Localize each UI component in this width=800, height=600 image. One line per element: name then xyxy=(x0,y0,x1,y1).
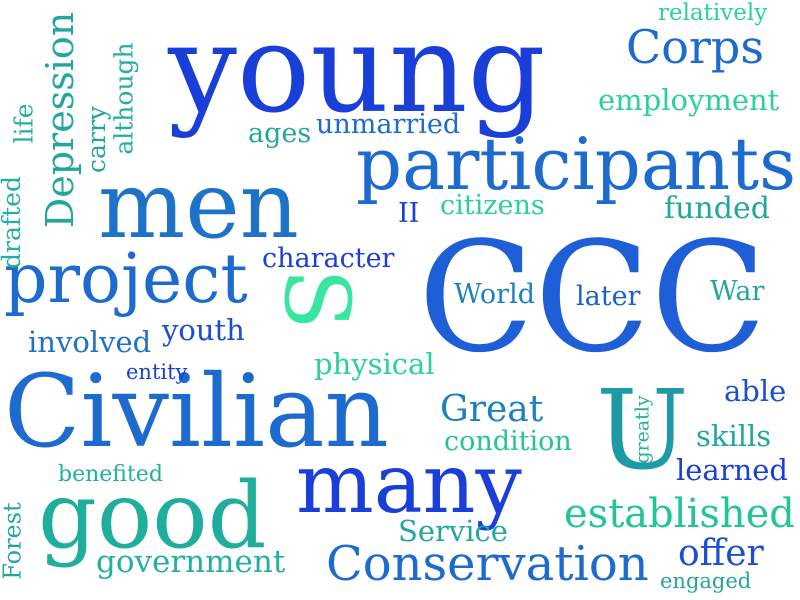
word-government: government xyxy=(96,544,286,580)
word-service: Service xyxy=(398,514,508,548)
word-physical: physical xyxy=(314,347,435,381)
word-great: Great xyxy=(440,389,544,430)
word-u: U xyxy=(596,366,689,494)
word-s: S xyxy=(263,268,369,330)
word-citizens: citizens xyxy=(440,190,545,221)
word-skills: skills xyxy=(696,419,772,453)
word-drafted: drafted xyxy=(0,176,26,269)
word-ages: ages xyxy=(248,118,312,149)
word-learned: learned xyxy=(676,453,788,487)
word-participants: participants xyxy=(356,122,797,206)
word-depression: Depression xyxy=(38,11,83,229)
word-corps: Corps xyxy=(626,20,764,74)
word-employment: employment xyxy=(598,83,780,117)
word-unmarried: unmarried xyxy=(316,109,461,140)
word-entity: entity xyxy=(126,360,188,384)
word-offer: offer xyxy=(678,533,764,574)
word-later: later xyxy=(576,281,641,312)
word-funded: funded xyxy=(664,191,770,226)
word-benefited: benefited xyxy=(58,462,163,487)
word-character: character xyxy=(262,243,395,274)
word-world: World xyxy=(454,279,535,310)
word-youth: youth xyxy=(162,313,245,347)
word-men: men xyxy=(98,152,299,259)
word-civilian: Civilian xyxy=(4,353,389,470)
word-war: War xyxy=(710,276,765,307)
word-greatly: greatly xyxy=(631,395,654,464)
word-conservation: Conservation xyxy=(326,536,649,592)
word-ccc: CCC xyxy=(418,209,767,386)
word-condition: condition xyxy=(444,426,572,457)
word-although: although xyxy=(109,42,139,155)
word-good: good xyxy=(38,462,267,569)
word-ii: II xyxy=(398,198,420,229)
word-young: young xyxy=(168,0,546,140)
word-carry: carry xyxy=(81,106,111,173)
word-relatively: relatively xyxy=(658,0,768,26)
word-project: project xyxy=(4,240,248,319)
word-involved: involved xyxy=(28,325,152,359)
word-many: many xyxy=(296,437,522,532)
word-life: life xyxy=(9,103,39,144)
word-established: established xyxy=(564,491,795,537)
word-engaged: engaged xyxy=(660,569,752,593)
word-forest: Forest xyxy=(0,502,27,580)
word-able: able xyxy=(724,374,787,408)
